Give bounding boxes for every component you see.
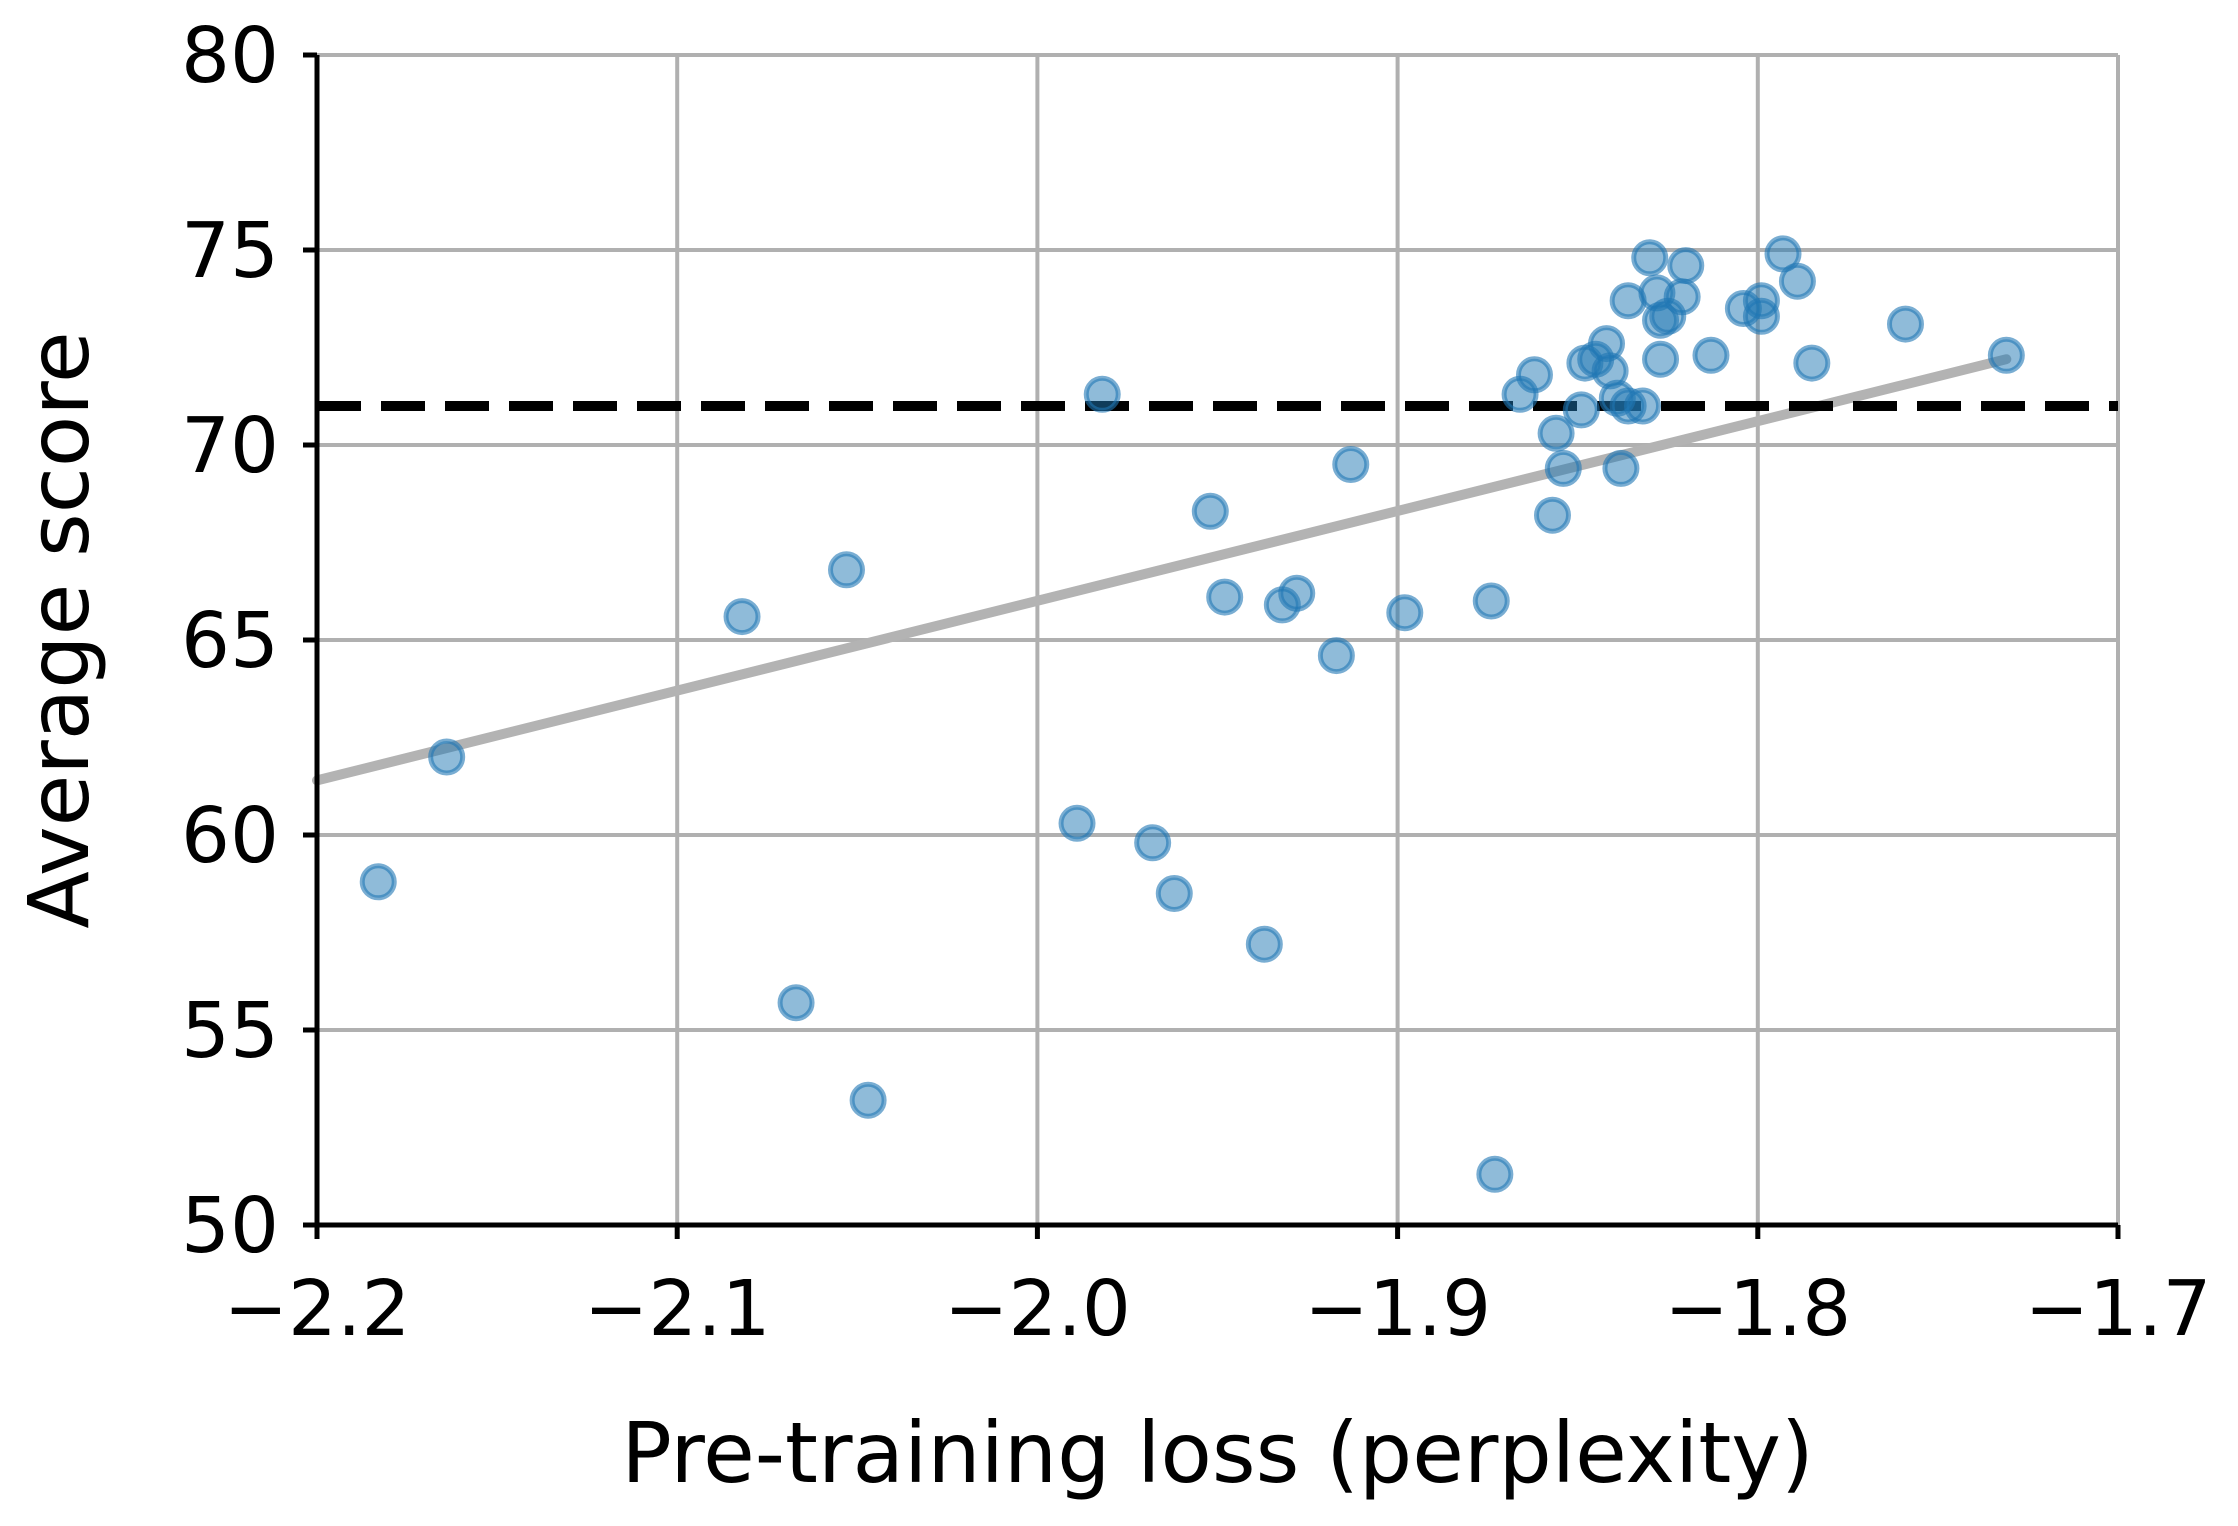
data-point	[849, 1081, 887, 1119]
y-tick-label: 55	[181, 987, 279, 1076]
data-point	[1245, 925, 1283, 963]
data-point	[723, 598, 761, 636]
data-point	[1642, 340, 1680, 378]
x-tick-label: −2.0	[944, 1265, 1131, 1354]
y-tick-label: 70	[181, 402, 279, 491]
data-point	[827, 551, 865, 589]
data-point	[1886, 305, 1924, 343]
trend-line	[312, 354, 2012, 786]
data-point	[1692, 336, 1730, 374]
grid-lines	[315, 53, 2120, 1227]
x-axis-title: Pre-training loss (perplexity)	[621, 1404, 1814, 1502]
axes	[303, 52, 2121, 1239]
data-point	[1155, 875, 1193, 912]
y-tick-label: 50	[181, 1182, 279, 1271]
y-axis-title: Average score	[10, 331, 108, 928]
data-point	[1663, 278, 1701, 316]
data-point	[1537, 414, 1575, 452]
data-point	[1624, 387, 1662, 425]
data-point	[1058, 804, 1096, 842]
data-point	[1278, 574, 1316, 612]
x-tick-label: −1.7	[2025, 1265, 2212, 1354]
data-point	[1472, 582, 1510, 620]
tick-labels: −2.2 −2.1 −2.0 −1.9 −1.8 −1.7 50 55 60 65 70 75 80	[181, 12, 2211, 1354]
data-point	[1562, 391, 1600, 429]
x-tick-label: −2.2	[224, 1265, 411, 1354]
data-point	[1667, 247, 1705, 285]
x-tick-label: −1.8	[1664, 1265, 1851, 1354]
data-point	[1134, 824, 1172, 862]
data-point	[1191, 492, 1229, 530]
data-point	[1317, 637, 1355, 675]
data-point	[1793, 344, 1831, 382]
data-point	[1386, 594, 1424, 632]
y-tick-label: 75	[181, 207, 279, 296]
data-point	[1544, 449, 1582, 487]
x-tick-label: −1.9	[1304, 1265, 1491, 1354]
trend-line-layer	[312, 354, 2012, 786]
data-point	[1742, 297, 1780, 335]
y-tick-label: 65	[181, 597, 279, 686]
data-point	[1476, 1155, 1514, 1193]
data-point	[1332, 446, 1370, 483]
y-tick-label: 60	[181, 792, 279, 881]
data-point	[1778, 262, 1816, 300]
data-point	[1602, 449, 1640, 487]
data-point	[359, 863, 397, 901]
data-points	[359, 235, 2025, 1193]
data-point	[777, 984, 815, 1022]
data-point	[1987, 336, 2025, 374]
x-tick-label: −2.1	[584, 1265, 771, 1354]
y-tick-label: 80	[181, 12, 279, 101]
data-point	[1631, 239, 1669, 277]
data-point	[1206, 578, 1244, 616]
data-point	[1083, 375, 1121, 413]
data-point	[1515, 356, 1553, 394]
data-point	[1533, 496, 1571, 534]
data-point	[428, 738, 466, 776]
